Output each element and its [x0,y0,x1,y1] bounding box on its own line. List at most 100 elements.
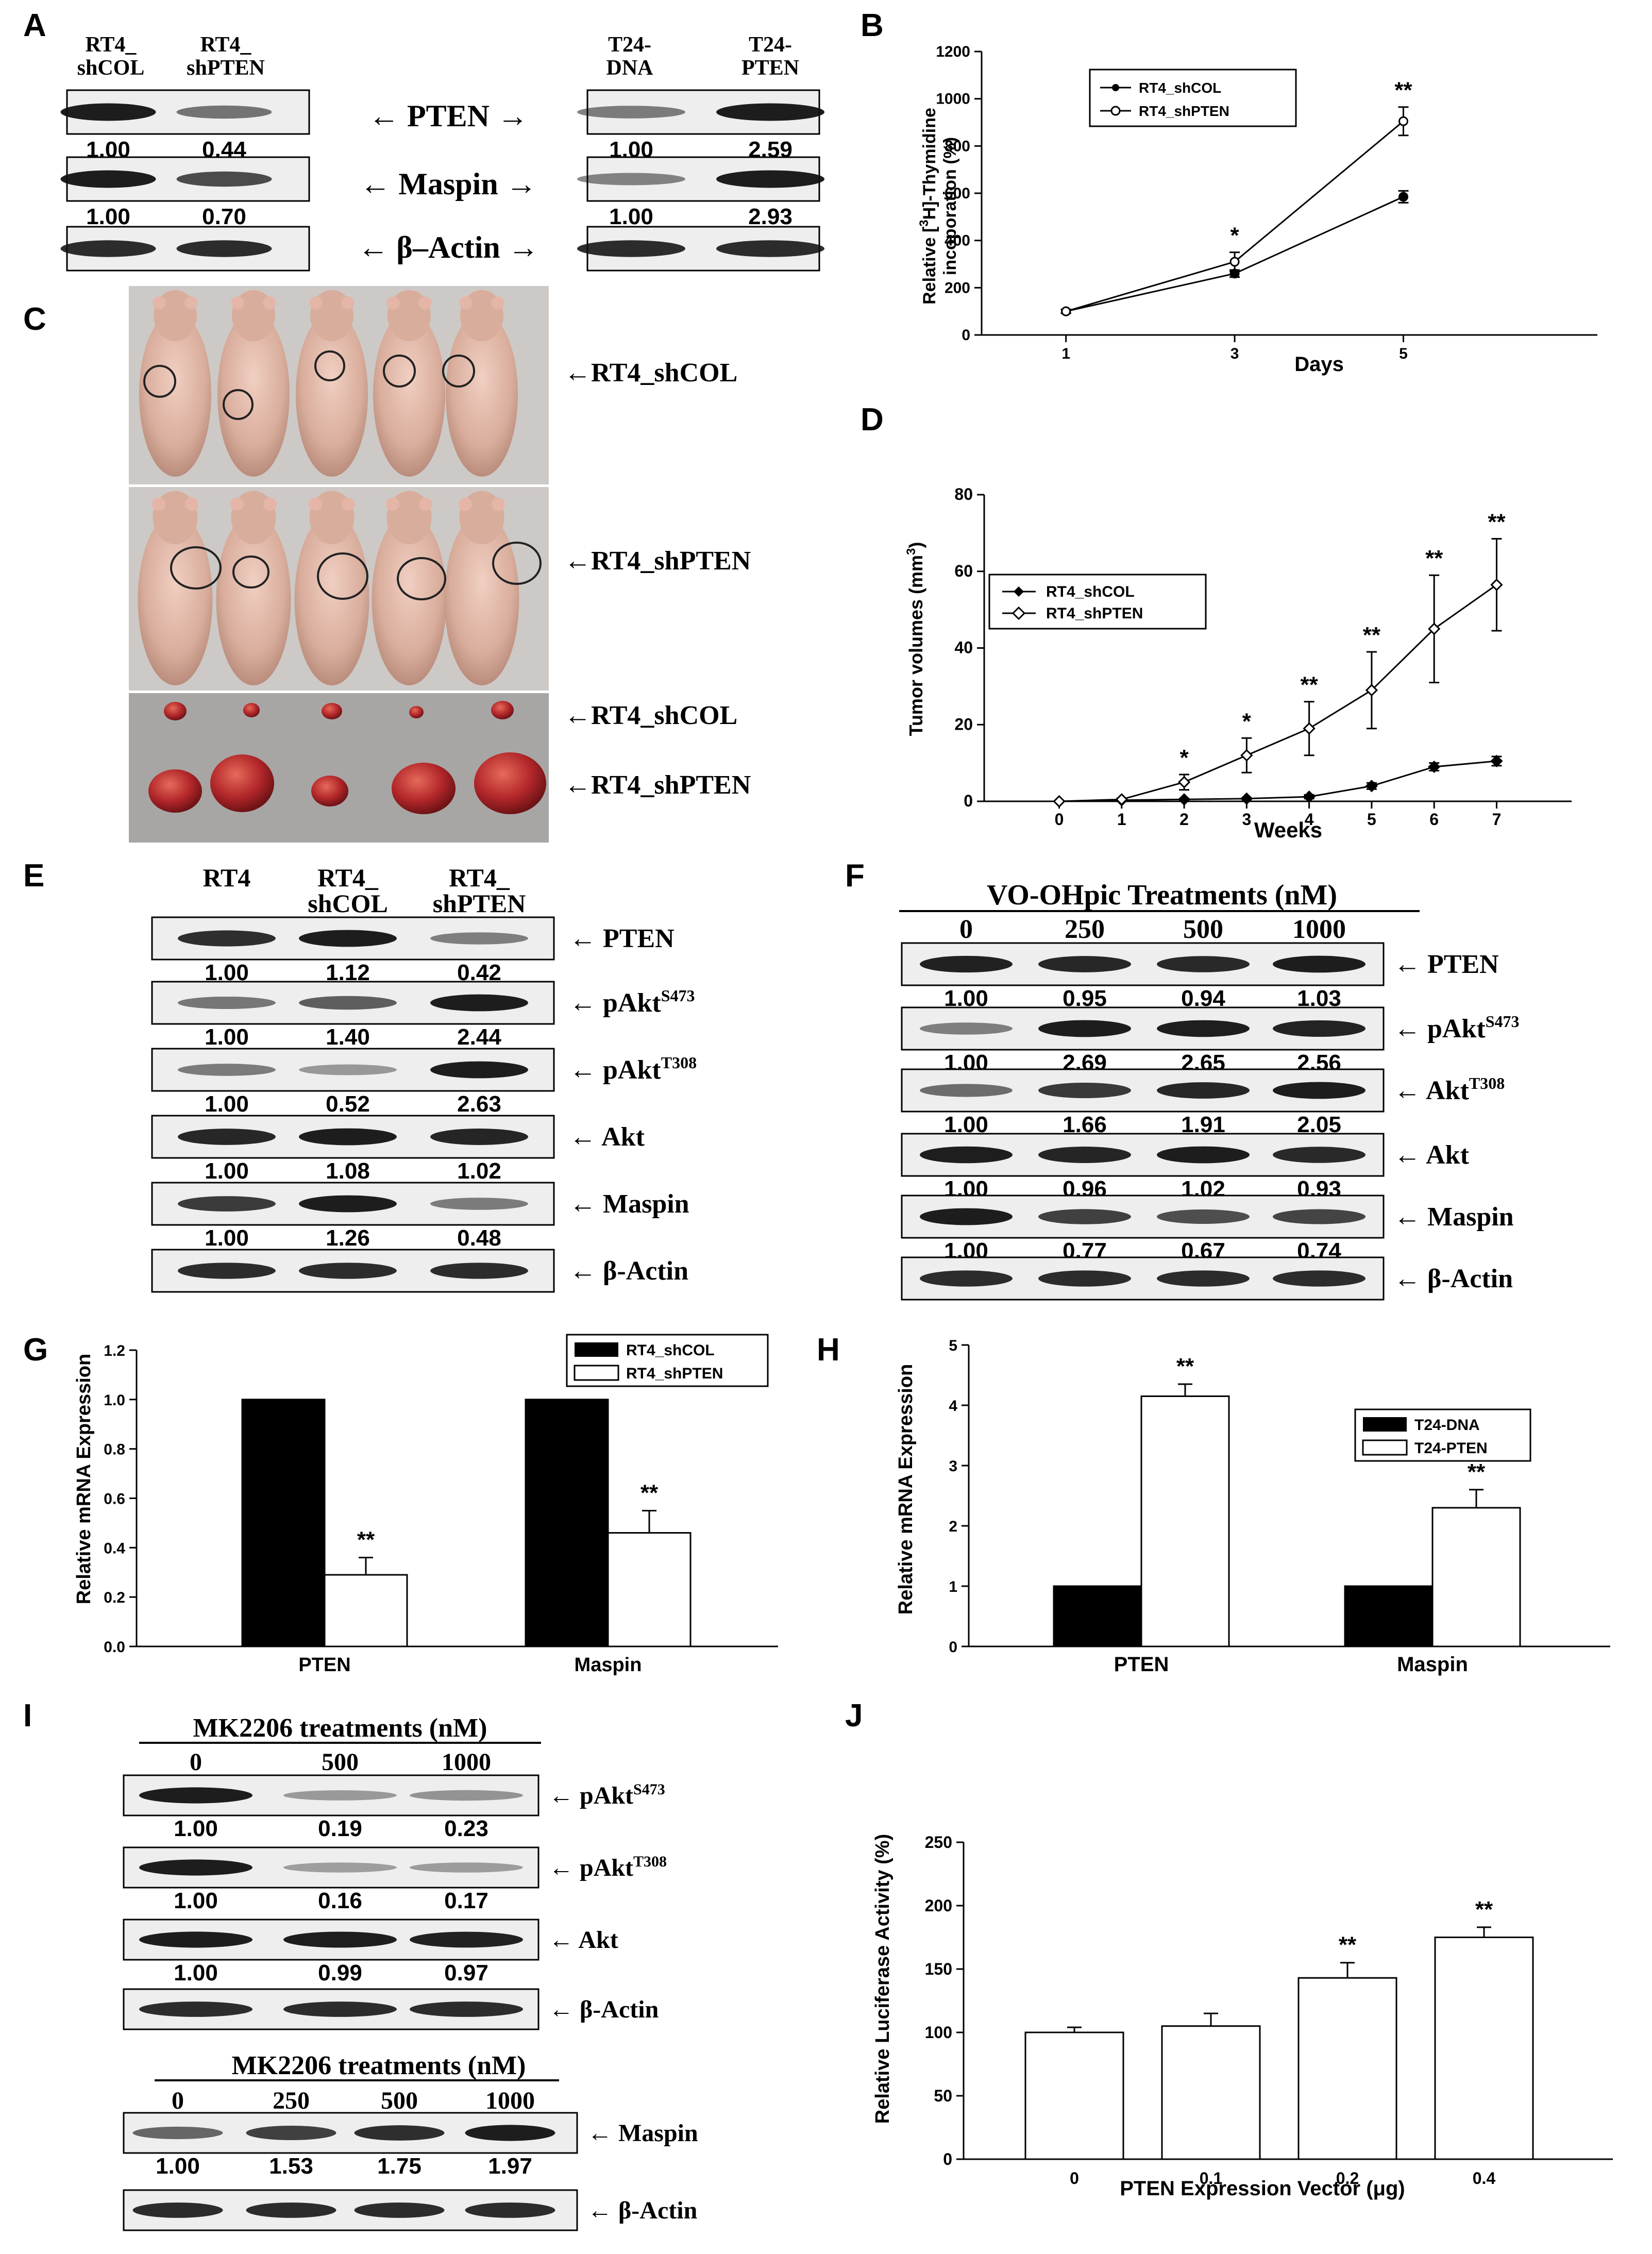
blot-band [132,2202,223,2218]
data-point [1398,192,1408,202]
tumor-small [491,701,514,719]
data-point [1303,722,1316,735]
blot-strip [123,2112,578,2154]
mouse-ear [491,497,505,511]
tumor-circle [397,557,446,600]
tumor-circle [143,365,176,398]
blot-strip [123,2189,578,2231]
blot-band [246,2125,336,2141]
blot-band [410,1862,523,1873]
y-axis-label: Relative [3H]-Thymidine [917,108,939,305]
panel-j: J 0 50 100 150 200 250 ** ** 0 0.1 0.2 0.4 Relative… [845,1698,1613,2200]
tumor-circle [232,556,269,588]
dose-label: 500 [322,1748,359,1776]
dose-label: 0 [959,915,973,944]
mouse-ear [309,497,323,511]
protein-label: ← Maspin [587,2120,698,2147]
y-tick-label: 150 [925,1960,952,1978]
quant-value: 1.02 [457,1158,501,1184]
quant-value: 1.00 [156,2154,200,2179]
blot-band [299,1064,397,1075]
blot-strip [901,1256,1385,1301]
x-tick-label: 5 [1367,810,1376,829]
blot-band [410,1790,523,1801]
blot-band [1038,956,1131,972]
quant-value: 1.97 [488,2154,532,2179]
bar [1161,2025,1261,2160]
blot-band [410,1931,523,1948]
quant-value: 0.48 [457,1225,501,1251]
blot-band [299,1195,397,1213]
significance-marker: * [1180,745,1189,770]
blot-band [920,1022,1013,1035]
mouse [444,491,519,685]
data-point [1229,257,1240,267]
protein-label: ← β-Actin [549,1996,659,2023]
lane-label: PTEN [741,56,799,80]
quant-value: 1.00 [205,1158,249,1184]
blot-band [176,105,272,119]
protein-label: ← pAktS473 [569,986,695,1018]
y-tick-label: 250 [925,1833,952,1852]
y-tick-label: 1.0 [104,1392,125,1409]
dose-label: 500 [1183,915,1223,944]
panel-label-b: B [861,8,884,43]
legend: T24-DNA T24-PTEN [1354,1408,1531,1462]
protein-label: ← PTEN [1394,950,1499,979]
y-tick-label: 0 [943,2150,952,2168]
quant-value: 0.52 [326,1091,370,1117]
blot-band [60,240,156,257]
quant-value: 1.75 [377,2154,422,2179]
significance-marker: ** [1468,1459,1486,1485]
x-tick-label: 1 [1061,345,1070,362]
mouse-body [294,514,369,685]
tumor-small [409,706,424,718]
tumor-photo [129,693,549,843]
lane-label: shPTEN [433,889,526,918]
significance-marker: ** [1394,78,1412,103]
tumor-large [210,754,274,812]
tumor-small [164,702,187,720]
photo-label: ←RT4_shCOL [564,358,737,388]
blot-band [283,1862,397,1873]
legend: RT4_shCOL RT4_shPTEN [988,574,1207,630]
blot-band [920,1208,1013,1225]
tumor-circle [317,552,368,600]
y-tick-label: 5 [949,1337,957,1354]
blot-strip [901,1006,1385,1051]
series-line [1066,121,1404,312]
protein-label: ← Akt [549,1926,618,1954]
photo-label: ←RT4_shCOL [564,701,737,730]
data-point [1053,795,1066,808]
protein-label: ← pAktS473 [1394,1012,1520,1044]
bar [1053,1585,1142,1647]
category-label: Maspin [575,1654,642,1676]
tumor-circle [223,389,254,420]
mouse [373,290,445,477]
data-point [1490,754,1503,768]
blot-strip [123,1988,540,2030]
photo-label: ←RT4_shPTEN [564,770,751,800]
x-tick-label: 0 [1055,810,1064,829]
bar [1344,1585,1434,1647]
legend-label: T24-DNA [1414,1417,1480,1434]
y-tick-label: 20 [954,715,973,733]
photo-label: ←RT4_shPTEN [564,546,751,576]
blot-band [132,2126,223,2140]
panel-label-d: D [861,402,884,438]
lane-label: DNA [606,56,654,80]
legend: RT4_shCOL RT4_shPTEN [566,1334,769,1387]
quant-value: 0.70 [202,204,246,229]
protein-label: ← Maspin [569,1189,689,1219]
mouse [217,290,290,477]
dose-label: 0 [172,2087,184,2114]
quant-value: 1.40 [326,1024,370,1050]
blot-strip [577,89,824,135]
quant-value: 0.23 [444,1816,488,1841]
data-point [1428,623,1441,635]
mouse-ear [459,497,473,511]
protein-label: ← β–Actin → [358,230,539,264]
y-axis-label: Relative Luciferase Activity (%) [872,1834,894,2124]
mouse-ear [341,296,355,310]
